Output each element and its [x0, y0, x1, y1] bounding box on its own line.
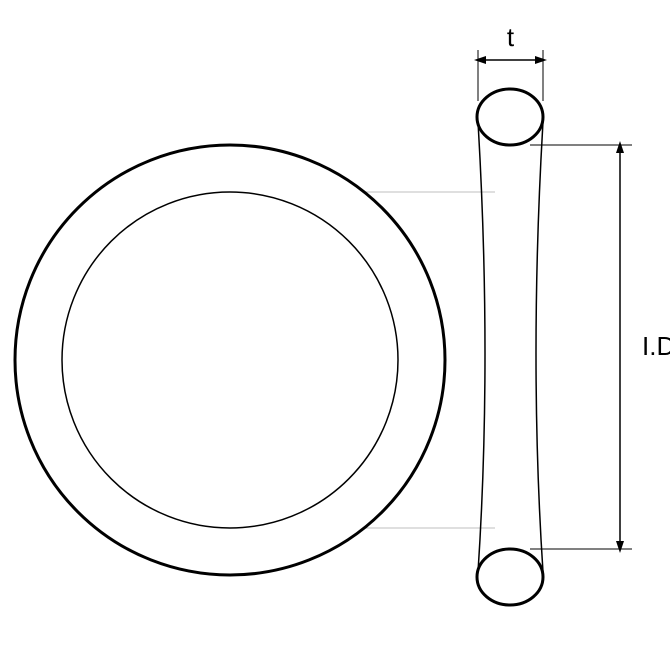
dim-id-label: I.D	[642, 331, 670, 361]
ring-side-body-right	[536, 122, 543, 572]
ring-side-section-top	[477, 89, 543, 145]
dim-t-label: t	[507, 22, 515, 52]
ring-side-section-bottom	[477, 549, 543, 605]
ring-side-body-left	[478, 122, 485, 572]
o-ring-diagram: t I.D	[0, 0, 670, 670]
ring-front-fill	[15, 145, 445, 575]
